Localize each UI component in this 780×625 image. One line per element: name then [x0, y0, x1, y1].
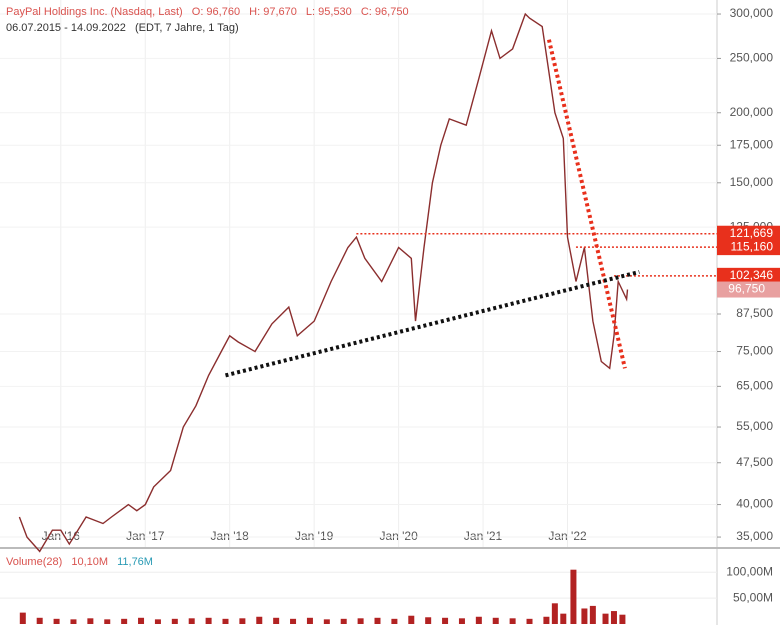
y-tick-label: 100,00M	[726, 564, 773, 578]
volume-bar	[19, 612, 26, 624]
volume-bar	[104, 619, 111, 624]
volume-bar	[222, 618, 229, 624]
volume-bar	[492, 617, 499, 624]
volume-bar	[290, 618, 297, 624]
volume-bar	[509, 618, 516, 624]
volume-label: Volume(28)	[6, 556, 63, 568]
volume-legend: Volume(28) 10,10M 11,76M	[6, 556, 159, 568]
axis-panel	[717, 0, 780, 625]
x-tick-label: Jan '19	[295, 529, 334, 543]
close: C: 96,750	[360, 6, 409, 18]
y-tick-label: 55,000	[736, 419, 773, 433]
volume-bar	[53, 618, 60, 624]
level-label: 115,160	[731, 239, 774, 253]
header-line-2: 06.07.2015 - 14.09.2022 (EDT, 7 Jahre, 1…	[6, 22, 245, 34]
level-tag	[717, 267, 780, 284]
volume-bar	[475, 616, 482, 624]
volume-bar	[205, 617, 212, 624]
volume-bar	[154, 619, 161, 624]
y-tick-label: 35,000	[736, 529, 773, 543]
volume-bar	[560, 613, 567, 624]
volume-bar	[570, 569, 577, 624]
volume-bar	[589, 605, 596, 624]
volume-bar	[543, 616, 550, 624]
price-line	[18, 12, 629, 553]
instrument: PayPal Holdings Inc. (Nasdaq, Last)	[6, 6, 183, 18]
volume-bar	[138, 617, 145, 624]
volume-bar	[306, 617, 313, 624]
volume-bar	[619, 614, 626, 624]
volume-bar	[340, 618, 347, 624]
x-tick-label: Jan '22	[548, 529, 587, 543]
current-tag	[717, 281, 780, 298]
volume-bar	[273, 617, 280, 624]
volume-bar	[256, 616, 263, 624]
volume-bar	[408, 615, 415, 624]
x-tick-label: Jan '20	[379, 529, 418, 543]
volume-bar	[36, 617, 43, 624]
level-tag	[717, 225, 780, 242]
date-range: 06.07.2015 - 14.09.2022	[6, 22, 126, 34]
y-tick-label: 40,000	[736, 497, 773, 511]
y-tick-label: 75,000	[736, 344, 773, 358]
y-tick-label: 65,000	[736, 379, 773, 393]
volume-bar	[602, 613, 609, 624]
y-tick-label: 87,500	[736, 306, 773, 320]
volume-average: 11,76M	[117, 556, 153, 568]
volume-bar	[323, 619, 330, 624]
volume-bar	[610, 611, 617, 624]
high: H: 97,670	[249, 6, 297, 18]
volume-bar	[171, 618, 178, 624]
info: (EDT, 7 Jahre, 1 Tag)	[134, 22, 239, 34]
x-tick-label: Jan '18	[211, 529, 250, 543]
volume-bar	[87, 618, 94, 624]
volume-bar	[188, 618, 195, 624]
x-tick-label: Jan '17	[126, 529, 165, 543]
volume-bar	[239, 618, 246, 624]
volume-bar	[357, 618, 364, 624]
open: O: 96,760	[191, 6, 241, 18]
y-tick-label: 150,000	[730, 175, 774, 189]
level-tag	[717, 239, 780, 256]
y-tick-label: 50,00M	[733, 590, 773, 604]
volume-value: 10,10M	[71, 556, 109, 568]
x-tick-label: Jan '21	[464, 529, 503, 543]
trendline	[546, 39, 627, 369]
y-tick-label: 47,500	[736, 455, 773, 469]
volume-bar	[70, 619, 77, 624]
volume-bar	[121, 618, 128, 624]
volume-bar	[391, 618, 398, 624]
y-tick-label: 175,000	[730, 137, 774, 151]
volume-bar	[458, 618, 465, 624]
level-label: 121,669	[730, 226, 774, 240]
volume-bar	[374, 617, 381, 624]
volume-bar	[526, 618, 533, 624]
current-label: 96,750	[728, 282, 765, 296]
y-tick-label: 300,000	[730, 6, 774, 20]
volume-bar	[551, 603, 558, 624]
header-line-1: PayPal Holdings Inc. (Nasdaq, Last) O: 9…	[6, 6, 415, 18]
volume-bar	[581, 608, 588, 624]
low: L: 95,530	[305, 6, 352, 18]
level-label: 102,346	[730, 268, 774, 282]
y-tick-label: 250,000	[730, 51, 774, 65]
y-tick-label: 200,000	[730, 105, 774, 119]
trendline	[225, 269, 640, 378]
volume-bar	[442, 617, 449, 624]
volume-bar	[425, 617, 432, 624]
